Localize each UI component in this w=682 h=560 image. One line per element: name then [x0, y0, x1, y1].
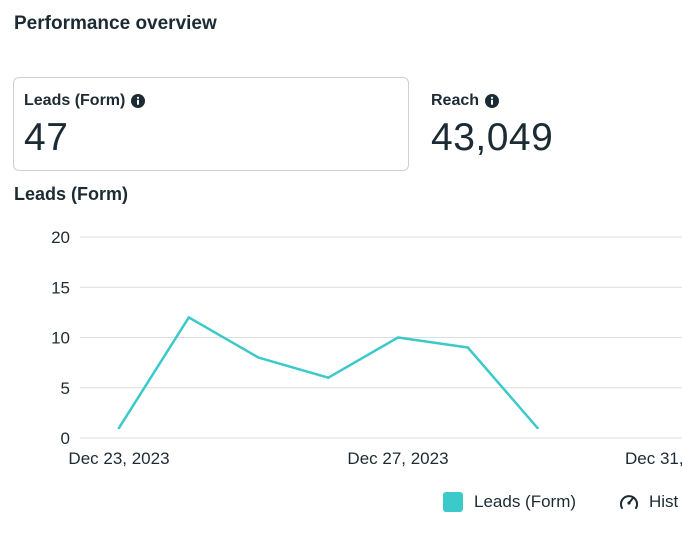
legend-series-label: Leads (Form) — [474, 492, 577, 511]
metric-label: Leads (Form) — [24, 92, 126, 109]
y-tick-label: 20 — [51, 228, 70, 247]
data-point — [187, 316, 190, 319]
data-point — [396, 336, 400, 339]
metric-card-leads[interactable]: Leads (Form) 47 — [13, 77, 409, 171]
legend-series[interactable]: Leads (Form) — [443, 490, 576, 514]
y-tick-label: 15 — [51, 278, 70, 297]
data-point — [117, 426, 121, 430]
hist-label: Hist — [649, 492, 679, 511]
data-point — [327, 376, 330, 379]
metric-label: Reach — [431, 92, 480, 109]
data-point — [466, 346, 469, 349]
metric-card-reach[interactable]: Reach 43,049 — [420, 77, 682, 171]
info-icon[interactable] — [131, 94, 146, 108]
legend-swatch — [443, 492, 463, 512]
y-tick-label: 5 — [61, 379, 70, 398]
metric-value: 43,049 — [431, 116, 554, 159]
hist-toggle[interactable]: Hist — [618, 490, 678, 514]
x-tick-label: Dec 23, 2023 — [68, 449, 169, 468]
y-tick-label: 0 — [61, 429, 70, 448]
x-tick-label: Dec 31, — [625, 449, 682, 468]
leads-line-chart[interactable]: 0 5 10 15 20 Dec 23, 2023 Dec 27, 2023 Dec 31, — [0, 220, 682, 480]
data-point — [257, 356, 260, 359]
info-icon[interactable] — [485, 94, 500, 108]
metric-label-row: Reach — [431, 91, 671, 111]
y-tick-label: 10 — [51, 329, 70, 348]
x-tick-label: Dec 27, 2023 — [347, 449, 448, 468]
series-line — [117, 316, 539, 430]
gauge-icon — [618, 491, 640, 513]
chart-title: Leads (Form) — [14, 184, 129, 204]
data-point — [536, 426, 539, 430]
metric-label-row: Leads (Form) — [24, 91, 398, 111]
metric-value: 47 — [24, 116, 69, 159]
section-title: Performance overview — [14, 13, 217, 34]
